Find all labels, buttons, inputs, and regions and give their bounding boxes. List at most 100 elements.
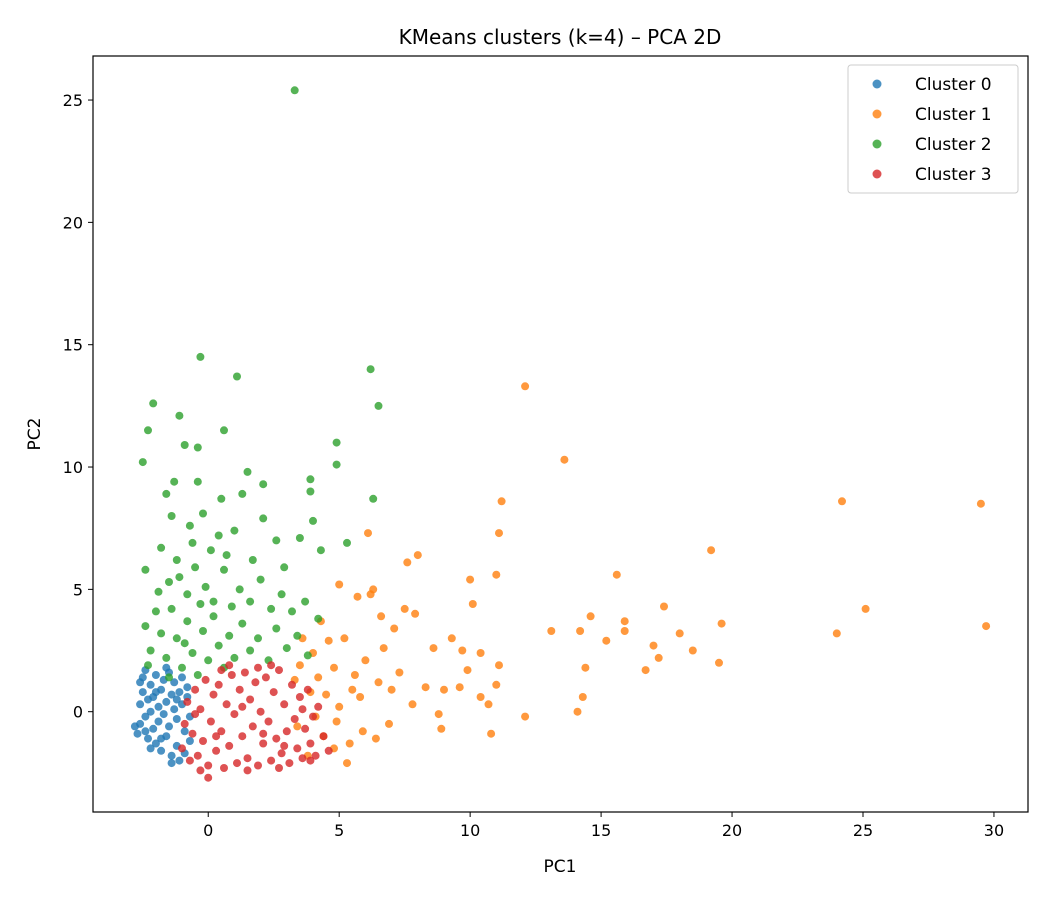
legend-label: Cluster 1 — [915, 105, 992, 125]
series-cluster-0 — [130, 663, 194, 768]
data-point — [212, 746, 221, 755]
data-point — [191, 685, 200, 694]
data-point — [717, 619, 726, 628]
data-point — [144, 426, 152, 435]
data-point — [612, 570, 621, 579]
data-point — [261, 673, 270, 682]
data-point — [141, 712, 150, 721]
data-point — [220, 764, 228, 772]
data-point — [146, 744, 155, 753]
data-point — [282, 644, 291, 653]
data-point — [492, 680, 501, 689]
legend-marker — [872, 139, 882, 149]
data-point — [214, 641, 223, 650]
data-point — [170, 705, 179, 714]
data-point — [199, 737, 207, 745]
data-point — [306, 756, 315, 765]
data-point — [487, 729, 496, 738]
data-point — [256, 707, 265, 716]
data-point — [225, 631, 234, 640]
data-point — [204, 773, 213, 782]
data-point — [484, 700, 493, 709]
data-point — [311, 751, 320, 760]
data-point — [154, 702, 163, 711]
data-point — [429, 644, 438, 653]
data-point — [272, 624, 281, 633]
data-point — [238, 619, 247, 628]
data-point — [371, 734, 380, 743]
data-point — [138, 688, 147, 697]
data-point — [578, 693, 587, 701]
data-point — [476, 649, 485, 657]
data-point — [269, 688, 278, 697]
data-point — [366, 365, 375, 374]
data-point — [293, 722, 302, 731]
data-point — [235, 585, 244, 594]
data-point — [332, 438, 341, 447]
data-point — [463, 666, 472, 675]
data-point — [586, 612, 595, 621]
data-point — [495, 529, 503, 538]
data-point — [146, 646, 155, 655]
data-point — [322, 690, 331, 699]
data-point — [248, 722, 257, 731]
y-tick-label: 0 — [73, 703, 83, 722]
data-point — [385, 719, 393, 728]
data-point — [212, 732, 221, 741]
legend-label: Cluster 2 — [915, 135, 992, 155]
data-point — [238, 489, 247, 498]
data-point — [468, 600, 477, 608]
data-point — [290, 715, 299, 723]
data-point — [395, 668, 404, 677]
data-point — [458, 646, 467, 655]
data-point — [282, 727, 291, 736]
data-point — [141, 622, 150, 631]
data-point — [175, 688, 184, 697]
data-point — [421, 683, 430, 692]
data-point — [374, 401, 383, 410]
legend-marker — [872, 169, 882, 179]
data-point — [165, 673, 173, 682]
data-point — [369, 494, 378, 503]
data-point — [259, 480, 268, 489]
data-point — [576, 627, 585, 635]
data-point — [130, 722, 139, 731]
y-tick-label: 5 — [73, 580, 83, 599]
chart-title: KMeans clusters (k=4) – PCA 2D — [399, 25, 722, 49]
data-point — [243, 754, 252, 763]
data-point — [217, 666, 226, 675]
data-point — [183, 617, 192, 626]
data-point — [251, 678, 260, 687]
data-point — [214, 531, 223, 540]
data-point — [230, 710, 239, 719]
data-point — [316, 546, 325, 555]
data-point — [172, 715, 181, 723]
data-point — [497, 497, 506, 506]
data-point — [295, 534, 304, 542]
data-point — [157, 746, 166, 755]
data-point — [217, 727, 226, 736]
legend-marker — [872, 109, 882, 119]
data-point — [162, 489, 171, 498]
data-point — [259, 739, 268, 748]
data-point — [178, 663, 186, 672]
data-point — [191, 563, 200, 572]
data-point — [141, 727, 150, 736]
data-point — [214, 680, 223, 689]
data-point — [440, 685, 448, 694]
data-point — [235, 685, 244, 694]
data-point — [175, 573, 184, 582]
data-point — [358, 727, 367, 736]
data-point — [306, 475, 315, 484]
data-point — [366, 590, 375, 599]
y-tick-label: 25 — [63, 91, 83, 110]
data-point — [521, 712, 530, 721]
data-point — [838, 497, 846, 506]
data-point — [230, 653, 239, 662]
data-point — [243, 766, 252, 775]
data-point — [193, 751, 202, 760]
data-point — [146, 680, 155, 689]
data-point — [330, 663, 338, 672]
x-tick-label: 15 — [591, 821, 611, 840]
data-point — [324, 746, 333, 755]
